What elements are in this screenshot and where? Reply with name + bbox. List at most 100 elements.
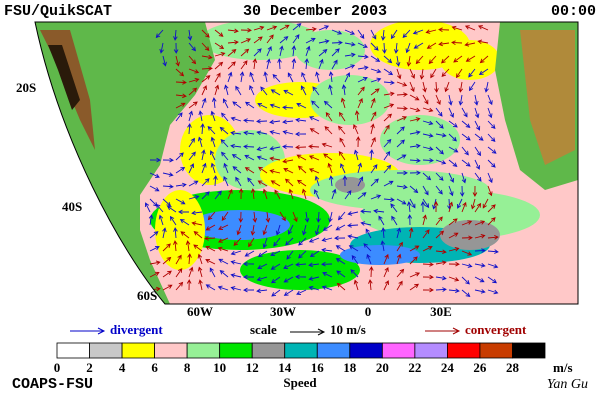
wind-arrow: [175, 166, 186, 174]
wind-arrow: [230, 286, 242, 291]
wind-arrow: [331, 48, 340, 57]
wind-arrow: [231, 154, 242, 161]
wind-arrow: [279, 24, 290, 31]
colorbar-tick: 14: [278, 360, 292, 375]
wind-arrow: [201, 75, 211, 83]
wind-arrow: [273, 237, 281, 247]
wind-arrow: [426, 42, 437, 49]
wind-arrow: [227, 61, 236, 70]
wind-arrow: [458, 94, 464, 106]
wind-arrow: [260, 86, 268, 96]
wind-arrow: [448, 159, 458, 167]
wind-arrow: [474, 172, 482, 182]
wind-arrow: [373, 208, 385, 214]
wind-arrow: [464, 25, 476, 31]
wind-arrow: [474, 94, 479, 106]
lon-label: 30E: [430, 304, 452, 319]
wind-arrow: [249, 85, 255, 96]
wind-arrow: [227, 28, 239, 34]
wind-arrow: [409, 94, 420, 101]
wind-arrow: [435, 159, 447, 165]
wind-arrow: [370, 97, 376, 109]
wind-arrow: [223, 175, 229, 187]
wind-arrow: [295, 131, 307, 137]
wind-arrow: [175, 198, 186, 205]
colorbar-swatch: [316, 342, 351, 359]
wind-arrow: [487, 249, 499, 254]
wind-arrow: [347, 223, 359, 228]
wind-arrow: [347, 234, 359, 239]
wind-arrow: [283, 289, 294, 296]
wind-arrow: [188, 87, 198, 96]
wind-arrow: [221, 112, 229, 122]
wind-arrow: [448, 146, 459, 153]
wind-arrow: [298, 237, 307, 246]
wind-arrow: [162, 227, 167, 239]
wind-arrow: [262, 224, 268, 236]
wind-arrow: [337, 125, 346, 135]
wind-arrow: [428, 55, 437, 65]
wind-arrow: [305, 26, 317, 32]
wind-arrow: [211, 97, 217, 109]
map-border: [34, 21, 579, 305]
wind-arrow: [409, 185, 419, 194]
wind-arrow: [461, 289, 471, 298]
wind-arrow: [351, 255, 359, 265]
wind-arrow: [230, 273, 242, 278]
wind-arrow: [308, 262, 320, 268]
wind-arrow: [487, 172, 493, 184]
wind-arrow: [328, 175, 334, 187]
wind-arrow: [298, 250, 307, 259]
wind-arrow: [339, 137, 346, 148]
wind-arrow: [282, 144, 294, 149]
wind-arrow: [435, 249, 447, 255]
wind-arrow: [296, 154, 307, 161]
wind-arrow: [219, 126, 229, 135]
wind-arrow: [318, 58, 324, 70]
wind-arrow: [175, 55, 180, 67]
wind-arrow: [444, 81, 450, 93]
wind-arrow: [478, 68, 489, 76]
wind-arrow: [235, 176, 242, 187]
wind-arrow: [175, 80, 187, 85]
wind-arrow: [448, 261, 460, 267]
wind-arrow: [287, 224, 294, 235]
wind-arrow: [269, 156, 281, 162]
convergent-arrow: [425, 327, 461, 335]
wind-arrow: [198, 279, 203, 291]
wind-arrow: [334, 235, 346, 241]
wind-arrow: [175, 182, 187, 188]
wind-arrow: [434, 81, 439, 93]
wind-arrow: [175, 254, 182, 265]
speed-patch: [240, 250, 360, 290]
colorbar-tick: 0: [54, 360, 61, 375]
wind-arrow: [205, 245, 216, 252]
wind-arrow: [217, 246, 229, 252]
wind-arrow: [357, 42, 368, 48]
wind-arrow: [283, 167, 294, 174]
wind-arrow: [175, 68, 185, 77]
wind-arrow: [302, 224, 307, 236]
wind-arrow: [438, 27, 450, 33]
colorbar-swatch: [186, 342, 221, 359]
speed-patch: [295, 30, 365, 70]
wind-arrow: [188, 110, 194, 122]
wind-arrow: [487, 217, 496, 226]
wind-arrow: [292, 23, 302, 31]
wind-arrow: [435, 230, 445, 239]
wind-arrow: [336, 270, 346, 278]
wind-arrow: [232, 101, 242, 109]
wind-arrow: [344, 64, 356, 70]
wind-arrow: [406, 201, 412, 213]
wind-arrow: [227, 40, 239, 45]
wind-arrow: [435, 287, 447, 292]
colorbar-tick: 20: [376, 360, 389, 375]
wind-arrow: [341, 84, 347, 96]
wind-arrow: [422, 245, 433, 252]
wind-arrow: [323, 153, 333, 161]
wind-arrow: [461, 263, 473, 268]
wind-arrow: [269, 146, 281, 151]
wind-arrow: [396, 116, 407, 122]
wind-arrow: [331, 40, 343, 45]
